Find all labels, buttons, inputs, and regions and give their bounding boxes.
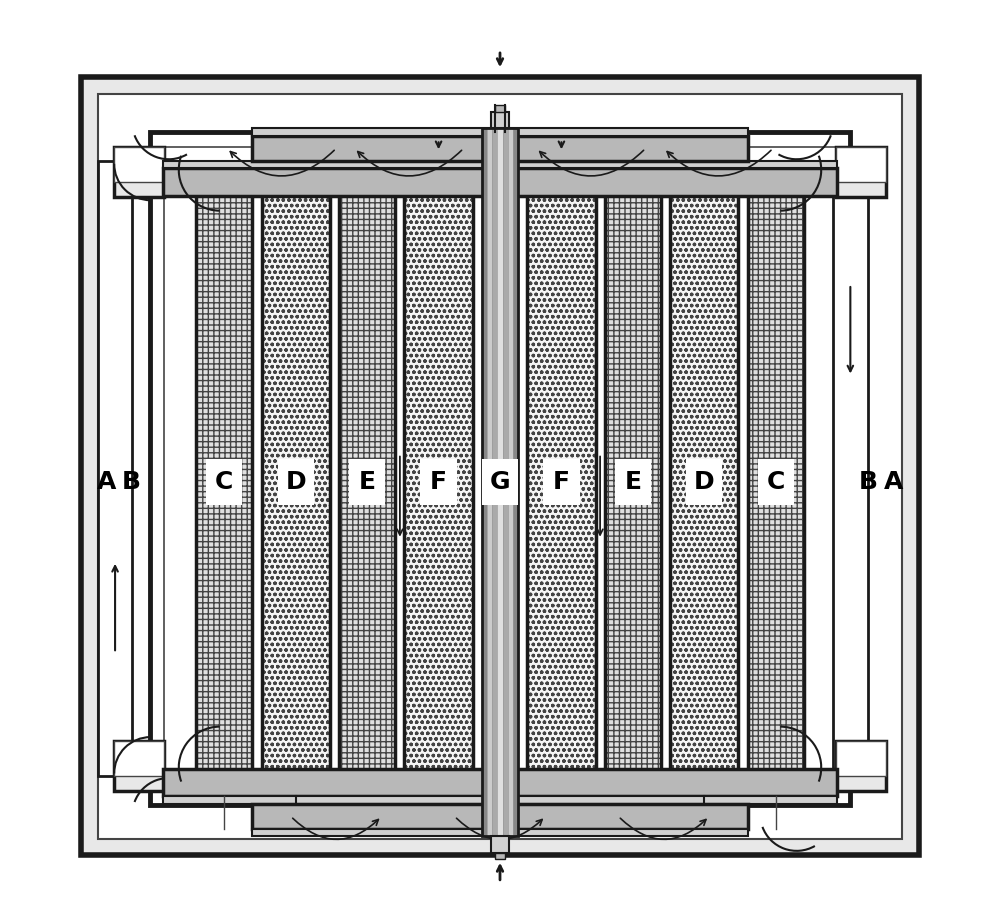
Bar — [98, 161, 132, 776]
Bar — [81, 77, 919, 855]
Bar — [114, 147, 164, 182]
Text: A: A — [883, 470, 903, 494]
Text: A: A — [97, 470, 117, 494]
Bar — [487, 128, 492, 836]
Bar — [482, 128, 518, 836]
Text: C: C — [767, 470, 785, 494]
Bar — [420, 460, 457, 505]
Bar — [206, 460, 242, 505]
Bar — [262, 196, 330, 769]
Text: B: B — [859, 470, 878, 494]
Bar — [748, 196, 804, 769]
Bar — [164, 147, 836, 791]
Text: D: D — [694, 470, 715, 494]
Text: C: C — [215, 470, 233, 494]
Bar — [495, 853, 505, 859]
Bar — [503, 128, 508, 836]
Bar — [196, 196, 252, 769]
Bar — [252, 128, 748, 136]
Bar — [836, 147, 886, 197]
Text: F: F — [430, 470, 447, 494]
Bar — [686, 460, 722, 505]
Text: D: D — [285, 470, 306, 494]
Bar — [482, 460, 518, 505]
Bar — [278, 460, 314, 505]
Bar — [836, 147, 886, 182]
Bar — [836, 741, 886, 776]
Text: B: B — [122, 470, 141, 494]
Bar — [497, 128, 503, 836]
Bar — [163, 796, 837, 804]
Bar — [670, 196, 738, 769]
Bar — [492, 128, 497, 836]
Bar — [404, 196, 473, 769]
Bar — [833, 161, 868, 776]
Bar — [163, 161, 837, 168]
Bar — [163, 168, 837, 196]
Bar — [758, 460, 794, 505]
Bar — [150, 132, 850, 805]
Bar — [513, 128, 518, 836]
Text: G: G — [490, 470, 510, 494]
Bar — [163, 769, 837, 796]
Bar — [495, 106, 505, 112]
Bar — [605, 196, 661, 769]
Bar — [543, 460, 580, 505]
Text: E: E — [359, 470, 376, 494]
Bar — [508, 128, 513, 836]
Bar — [836, 741, 886, 791]
Bar — [114, 741, 164, 776]
Bar — [482, 128, 487, 836]
Bar — [339, 196, 395, 769]
Bar — [491, 112, 509, 128]
Bar — [491, 836, 509, 853]
Bar — [615, 460, 651, 505]
Text: E: E — [624, 470, 641, 494]
Bar — [114, 147, 164, 197]
Bar — [114, 741, 164, 791]
Bar — [98, 94, 902, 839]
Bar — [252, 136, 748, 161]
Bar — [349, 460, 385, 505]
Bar — [527, 196, 596, 769]
Bar — [252, 804, 748, 829]
Text: F: F — [553, 470, 570, 494]
Bar — [252, 829, 748, 836]
